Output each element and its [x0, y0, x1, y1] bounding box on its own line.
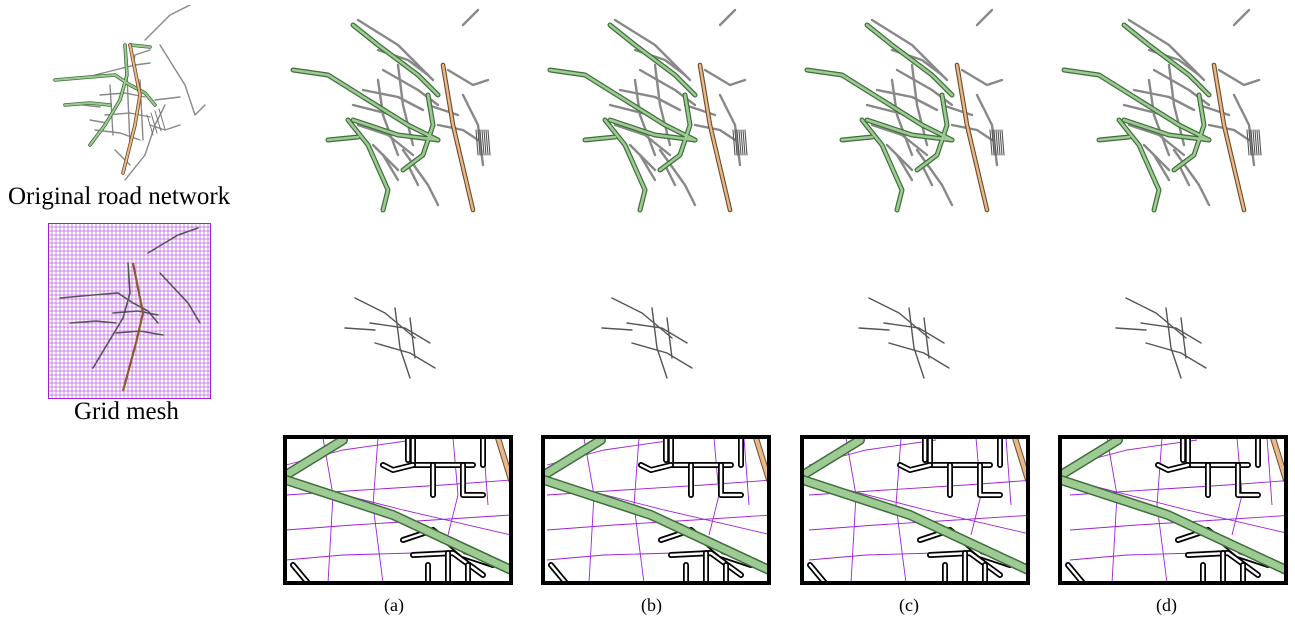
- variant-mesh-a: [344, 297, 436, 379]
- variant-label-c: (c): [899, 595, 919, 615]
- variant-road-network-d: [1061, 8, 1262, 213]
- variant-label-a: (a): [384, 595, 404, 615]
- variant-road-network-a: [290, 8, 491, 213]
- variant-mesh-c: [858, 297, 950, 379]
- variant-label-d: (d): [1156, 595, 1177, 615]
- variant-mesh-d: [1115, 297, 1207, 379]
- original-road-network-caption: Original road network: [8, 183, 231, 210]
- variant-zoom-b: [541, 435, 771, 585]
- variant-zoom-c: [800, 435, 1030, 585]
- variant-mesh-b: [601, 297, 693, 379]
- variant-zoom-d: [1058, 435, 1288, 585]
- variant-road-network-c: [804, 8, 1005, 213]
- variant-zoom-a: [283, 435, 513, 585]
- grid-mesh-caption: Grid mesh: [74, 398, 179, 425]
- grid-mesh-map: [48, 223, 211, 399]
- original-road-network-map: [53, 5, 206, 181]
- variant-road-network-b: [547, 8, 748, 213]
- variant-label-b: (b): [641, 595, 662, 615]
